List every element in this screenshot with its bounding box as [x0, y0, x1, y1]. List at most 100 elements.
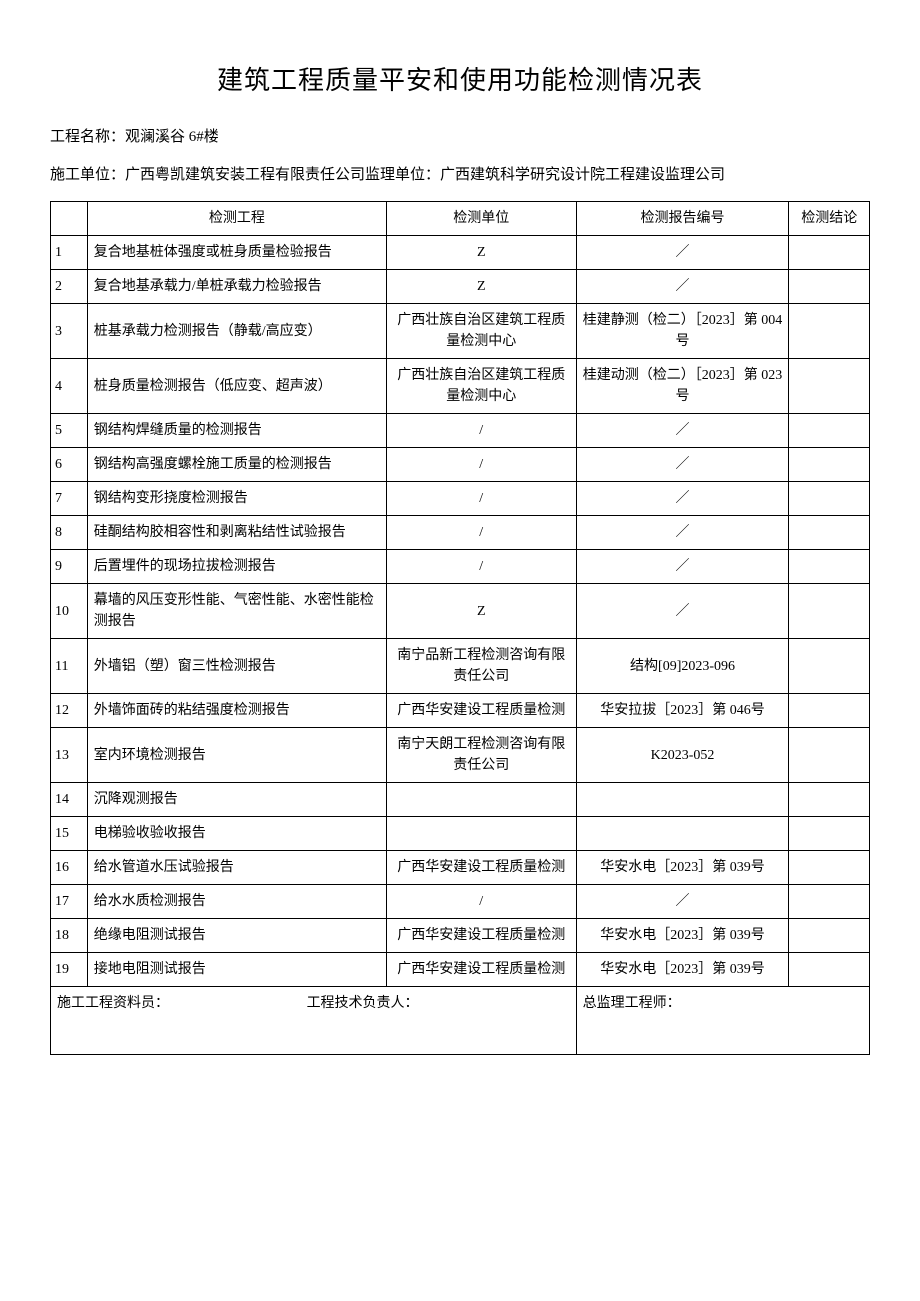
- row-result: [789, 448, 870, 482]
- inspection-table: 检测工程 检测单位 检测报告编号 检测结论 1复合地基桩体强度或桩身质量检验报告…: [50, 201, 870, 1055]
- row-unit: [386, 817, 576, 851]
- row-idx: 2: [51, 270, 88, 304]
- row-idx: 3: [51, 304, 88, 359]
- row-item: 复合地基承载力/单桩承载力检验报告: [87, 270, 386, 304]
- row-unit: 广西华安建设工程质量检测: [386, 851, 576, 885]
- row-idx: 18: [51, 919, 88, 953]
- project-name: 观澜溪谷 6#楼: [125, 129, 219, 145]
- table-row: 6钢结构高强度螺栓施工质量的检测报告/／: [51, 448, 870, 482]
- row-idx: 15: [51, 817, 88, 851]
- row-result: [789, 304, 870, 359]
- units-line: 施工单位：广西粤凯建筑安装工程有限责任公司监理单位：广西建筑科学研究设计院工程建…: [50, 163, 870, 187]
- row-unit: 广西华安建设工程质量检测: [386, 953, 576, 987]
- row-result: [789, 919, 870, 953]
- row-unit: [386, 783, 576, 817]
- row-result: [789, 270, 870, 304]
- row-report: 华安拉拔［2023］第 046号: [576, 694, 789, 728]
- document-title: 建筑工程质量平安和使用功能检测情况表: [50, 60, 870, 97]
- row-report: ／: [576, 516, 789, 550]
- table-row: 4桩身质量检测报告（低应变、超声波）广西壮族自治区建筑工程质量检测中心桂建动测（…: [51, 359, 870, 414]
- row-item: 接地电阻测试报告: [87, 953, 386, 987]
- row-report: ／: [576, 414, 789, 448]
- row-report: 华安水电［2023］第 039号: [576, 953, 789, 987]
- row-report: ／: [576, 236, 789, 270]
- row-report: 华安水电［2023］第 039号: [576, 919, 789, 953]
- row-report: [576, 817, 789, 851]
- row-item: 钢结构高强度螺栓施工质量的检测报告: [87, 448, 386, 482]
- row-report: ／: [576, 482, 789, 516]
- row-result: [789, 851, 870, 885]
- row-report: 华安水电［2023］第 039号: [576, 851, 789, 885]
- row-result: [789, 359, 870, 414]
- row-result: [789, 953, 870, 987]
- footer-right-cell: 总监理工程师：: [576, 987, 869, 1055]
- row-unit: /: [386, 516, 576, 550]
- row-result: [789, 728, 870, 783]
- row-unit: /: [386, 550, 576, 584]
- row-report: K2023-052: [576, 728, 789, 783]
- table-row: 2复合地基承载力/单桩承载力检验报告Z／: [51, 270, 870, 304]
- row-item: 钢结构变形挠度检测报告: [87, 482, 386, 516]
- row-item: 硅酮结构胶相容性和剥离粘结性试验报告: [87, 516, 386, 550]
- row-item: 后置埋件的现场拉拔检测报告: [87, 550, 386, 584]
- row-result: [789, 584, 870, 639]
- row-idx: 8: [51, 516, 88, 550]
- table-row: 17给水水质检测报告/／: [51, 885, 870, 919]
- row-unit: /: [386, 448, 576, 482]
- row-unit: /: [386, 885, 576, 919]
- project-label: 工程名称：: [50, 129, 125, 145]
- row-idx: 19: [51, 953, 88, 987]
- row-idx: 12: [51, 694, 88, 728]
- row-unit: Z: [386, 584, 576, 639]
- table-row: 7钢结构变形挠度检测报告/／: [51, 482, 870, 516]
- row-item: 桩身质量检测报告（低应变、超声波）: [87, 359, 386, 414]
- table-row: 12外墙饰面砖的粘结强度检测报告广西华安建设工程质量检测华安拉拔［2023］第 …: [51, 694, 870, 728]
- table-row: 3桩基承载力检测报告（静载/高应变）广西壮族自治区建筑工程质量检测中心桂建静测（…: [51, 304, 870, 359]
- row-result: [789, 817, 870, 851]
- table-row: 19接地电阻测试报告广西华安建设工程质量检测华安水电［2023］第 039号: [51, 953, 870, 987]
- table-footer-row: 施工工程资料员： 工程技术负责人： 总监理工程师：: [51, 987, 870, 1055]
- table-row: 8硅酮结构胶相容性和剥离粘结性试验报告/／: [51, 516, 870, 550]
- table-row: 13室内环境检测报告南宁天朗工程检测咨询有限责任公司K2023-052: [51, 728, 870, 783]
- table-row: 5钢结构焊缝质量的检测报告/／: [51, 414, 870, 448]
- header-result: 检测结论: [789, 202, 870, 236]
- table-row: 18绝缘电阻测试报告广西华安建设工程质量检测华安水电［2023］第 039号: [51, 919, 870, 953]
- row-report: ／: [576, 448, 789, 482]
- header-idx: [51, 202, 88, 236]
- header-report: 检测报告编号: [576, 202, 789, 236]
- row-item: 幕墙的风压变形性能、气密性能、水密性能检测报告: [87, 584, 386, 639]
- row-item: 绝缘电阻测试报告: [87, 919, 386, 953]
- row-item: 外墙铝（塑）窗三性检测报告: [87, 639, 386, 694]
- row-item: 钢结构焊缝质量的检测报告: [87, 414, 386, 448]
- row-report: 桂建静测（检二）［2023］第 004 号: [576, 304, 789, 359]
- table-header-row: 检测工程 检测单位 检测报告编号 检测结论: [51, 202, 870, 236]
- row-idx: 5: [51, 414, 88, 448]
- footer-supervisor-label: 总监理工程师：: [583, 996, 681, 1011]
- row-unit: 南宁天朗工程检测咨询有限责任公司: [386, 728, 576, 783]
- row-result: [789, 694, 870, 728]
- table-row: 10幕墙的风压变形性能、气密性能、水密性能检测报告Z／: [51, 584, 870, 639]
- row-result: [789, 885, 870, 919]
- row-idx: 6: [51, 448, 88, 482]
- row-result: [789, 516, 870, 550]
- row-result: [789, 639, 870, 694]
- table-row: 1复合地基桩体强度或桩身质量检验报告Z／: [51, 236, 870, 270]
- row-unit: 南宁品新工程检测咨询有限责任公司: [386, 639, 576, 694]
- table-row: 15电梯验收验收报告: [51, 817, 870, 851]
- row-report: [576, 783, 789, 817]
- row-item: 外墙饰面砖的粘结强度检测报告: [87, 694, 386, 728]
- row-idx: 14: [51, 783, 88, 817]
- row-result: [789, 482, 870, 516]
- row-report: ／: [576, 584, 789, 639]
- row-idx: 1: [51, 236, 88, 270]
- row-idx: 7: [51, 482, 88, 516]
- row-report: 结构[09]2023-096: [576, 639, 789, 694]
- row-item: 给水水质检测报告: [87, 885, 386, 919]
- row-item: 复合地基桩体强度或桩身质量检验报告: [87, 236, 386, 270]
- row-report: 桂建动测（检二）［2023］第 023 号: [576, 359, 789, 414]
- row-idx: 11: [51, 639, 88, 694]
- row-result: [789, 550, 870, 584]
- row-item: 桩基承载力检测报告（静载/高应变）: [87, 304, 386, 359]
- row-idx: 4: [51, 359, 88, 414]
- table-body: 1复合地基桩体强度或桩身质量检验报告Z／2复合地基承载力/单桩承载力检验报告Z／…: [51, 236, 870, 987]
